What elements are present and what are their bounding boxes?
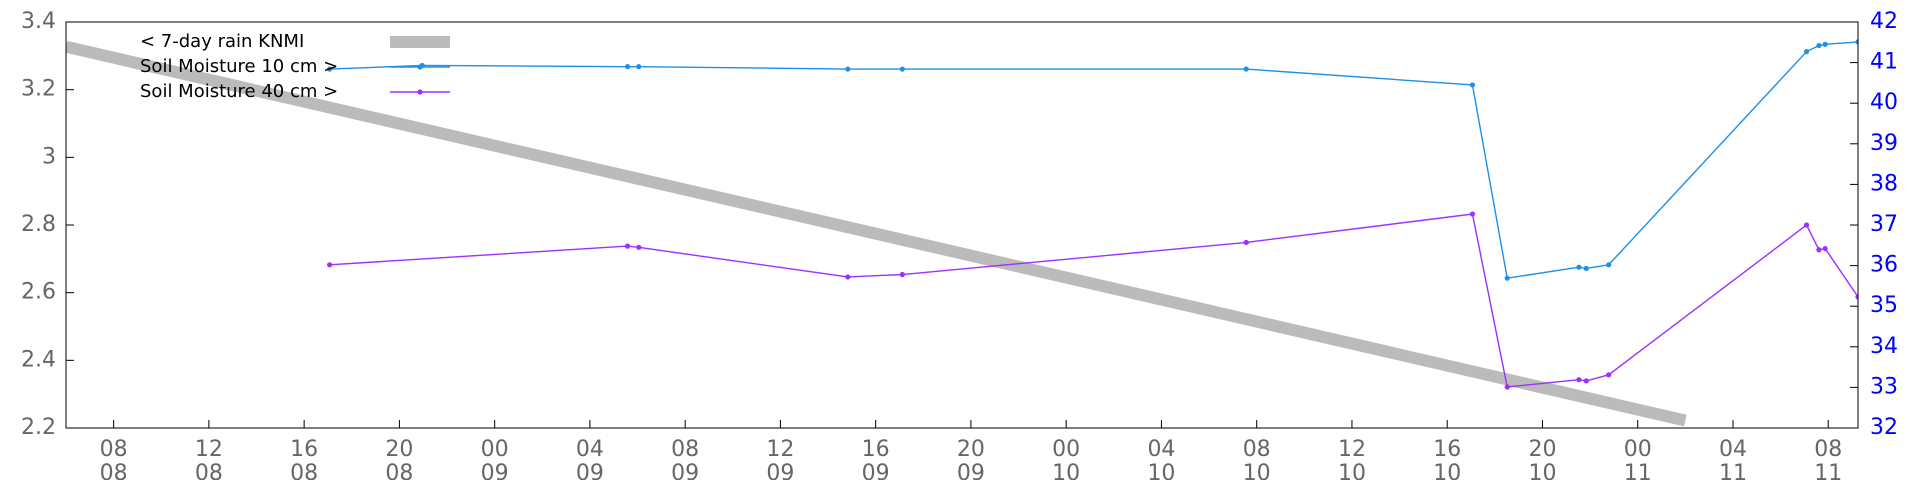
point [327,66,333,72]
y-tick-label: 2.4 [21,347,56,372]
point [1606,262,1612,268]
point [1822,245,1828,252]
point [1816,247,1822,253]
x-tick-label: 20 [957,437,985,462]
y2-tick-label: 37 [1870,212,1898,237]
point [1583,265,1589,272]
y2-tick-label: 35 [1870,293,1898,318]
x-tick-label: 16 [862,437,890,462]
point [899,66,905,72]
series-line [329,41,1858,279]
x-tick-label: 00 [1052,437,1080,462]
legend-label: Soil Moisture 40 cm > [140,81,338,102]
y2-tick-label: 42 [1870,9,1898,34]
y2-tick-label: 38 [1870,171,1898,196]
x-tick-day: 11 [1719,461,1747,480]
x-tick-day: 09 [862,461,890,480]
point [1469,211,1476,217]
x-tick-day: 09 [671,461,699,480]
y-tick-label: 2.2 [21,415,56,440]
x-tick-day: 09 [481,461,509,480]
x-tick-label: 04 [1719,437,1747,462]
x-tick-label: 00 [1624,437,1652,462]
y2-tick-label: 34 [1870,334,1898,359]
point [1576,264,1582,270]
x-tick-day: 10 [1147,461,1175,480]
x-tick-day: 08 [100,461,128,480]
y2-tick-label: 33 [1870,374,1898,399]
point [1803,222,1810,228]
y2-tick-label: 39 [1870,131,1898,156]
x-tick-day: 09 [576,461,604,480]
legend-point [417,64,423,70]
y-tick-label: 3 [42,144,56,169]
x-tick-label: 08 [671,437,699,462]
point [636,244,642,250]
x-tick-day: 10 [1433,461,1461,480]
point [1504,275,1510,281]
point [1822,41,1828,47]
point [1469,82,1476,88]
point [1504,384,1510,390]
rain-line [66,40,1687,427]
point [899,271,905,278]
point [624,64,631,70]
x-tick-label: 20 [385,437,413,462]
point [1576,377,1582,383]
y2-tick-label: 32 [1870,415,1898,440]
x-tick-day: 10 [1338,461,1366,480]
point [636,64,642,70]
x-tick-label: 12 [1338,437,1366,462]
x-tick-day: 10 [1528,461,1556,480]
point [1243,66,1249,72]
x-tick-label: 08 [100,437,128,462]
x-tick-label: 08 [1243,437,1271,462]
point [1816,42,1822,49]
plot-border [65,21,1859,429]
point [1855,294,1858,300]
point [1243,239,1249,246]
x-tick-label: 00 [481,437,509,462]
point [624,243,631,249]
series-line [329,213,1858,388]
y-tick-label: 3.2 [21,77,56,102]
x-tick-day: 10 [1052,461,1080,480]
x-tick-label: 04 [576,437,604,462]
x-tick-day: 10 [1243,461,1271,480]
x-tick-day: 09 [766,461,794,480]
x-tick-label: 16 [1433,437,1461,462]
x-tick-day: 08 [385,461,413,480]
y-tick-label: 3.4 [21,9,56,34]
point [1803,49,1810,55]
legend-label: < 7-day rain KNMI [140,31,304,52]
point [327,262,333,268]
x-tick-day: 09 [957,461,985,480]
y2-tick-label: 40 [1870,90,1898,115]
y2-tick-label: 41 [1870,50,1898,75]
x-tick-label: 08 [1814,437,1842,462]
x-tick-label: 20 [1528,437,1556,462]
y2-tick-label: 36 [1870,253,1898,278]
x-tick-day: 08 [290,461,318,480]
x-tick-day: 11 [1624,461,1652,480]
x-tick-day: 08 [195,461,223,480]
y-tick-label: 2.6 [21,280,56,305]
x-tick-label: 12 [195,437,223,462]
point [845,66,851,72]
x-tick-day: 11 [1814,461,1842,480]
legend-point [417,89,423,95]
x-tick-label: 12 [766,437,794,462]
y-tick-label: 2.8 [21,212,56,237]
point [845,274,851,280]
point [1606,372,1612,378]
point [1855,39,1858,45]
point [1583,378,1589,384]
x-tick-label: 04 [1147,437,1175,462]
legend-label: Soil Moisture 10 cm > [140,56,338,77]
x-tick-label: 16 [290,437,318,462]
